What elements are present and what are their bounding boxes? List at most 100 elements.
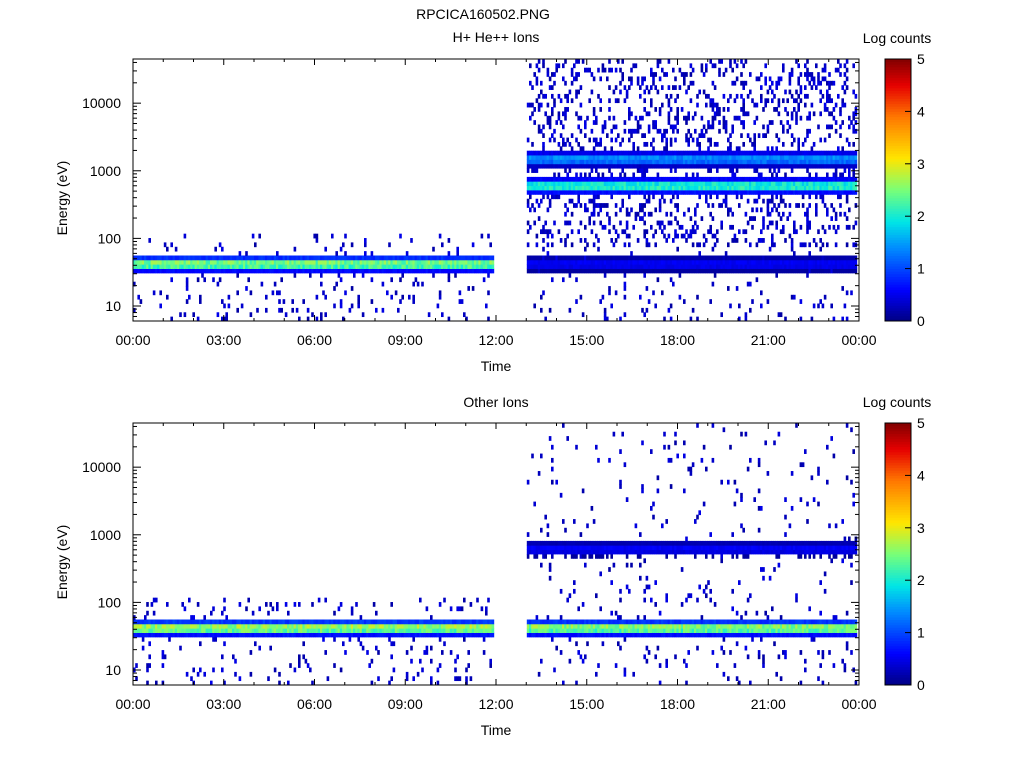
- heatmap-cell: [584, 255, 587, 261]
- heatmap-cell: [821, 67, 825, 73]
- heatmap-cell: [260, 255, 264, 261]
- heatmap-cell: [392, 641, 396, 647]
- heatmap-cell: [196, 255, 200, 261]
- heatmap-cell: [603, 155, 607, 160]
- heatmap-cell: [753, 141, 756, 147]
- heatmap-cell: [456, 676, 459, 682]
- heatmap-cell: [370, 623, 374, 629]
- heatmap-cell: [271, 606, 275, 612]
- heatmap-cell: [157, 628, 160, 633]
- heatmap-cell: [348, 632, 352, 638]
- heatmap-cell: [852, 115, 855, 121]
- heatmap-cell: [828, 85, 831, 90]
- heatmap-cell: [317, 628, 321, 633]
- heatmap-cell: [817, 155, 820, 160]
- heatmap-cell: [163, 623, 167, 629]
- heatmap-cell: [218, 277, 222, 283]
- heatmap-cell: [777, 185, 781, 191]
- heatmap-cell: [313, 619, 316, 625]
- heatmap-cell: [254, 242, 257, 248]
- heatmap-cell: [643, 176, 646, 182]
- heatmap-cell: [146, 602, 149, 607]
- heatmap-cell: [755, 242, 759, 248]
- heatmap-cell: [650, 72, 653, 77]
- heatmap-cell: [553, 220, 556, 226]
- heatmap-cell: [185, 259, 189, 265]
- heatmap-cell: [623, 155, 627, 160]
- heatmap-cell: [205, 255, 209, 261]
- heatmap-cell: [553, 137, 556, 143]
- heatmap-cell: [795, 115, 798, 121]
- heatmap-cell: [227, 259, 231, 265]
- heatmap-cell: [821, 176, 825, 182]
- heatmap-cell: [744, 312, 748, 318]
- heatmap-cell: [465, 268, 468, 274]
- heatmap-cell: [309, 272, 312, 278]
- heatmap-cell: [612, 115, 616, 121]
- heatmap-cell: [557, 264, 561, 269]
- heatmap-cell: [735, 259, 739, 265]
- heatmap-cell: [361, 632, 365, 638]
- heatmap-cell: [573, 190, 576, 195]
- heatmap-cell: [797, 76, 800, 82]
- heatmap-cell: [678, 255, 682, 261]
- heatmap-cell: [544, 93, 547, 99]
- heatmap-cell: [606, 176, 609, 182]
- heatmap-cell: [427, 619, 431, 625]
- heatmap-cell: [817, 80, 820, 86]
- colorbar-segment: [885, 313, 911, 317]
- heatmap-cell: [436, 619, 440, 625]
- heatmap-cell: [713, 141, 717, 147]
- heatmap-cell: [775, 107, 778, 112]
- heatmap-cell: [735, 163, 739, 169]
- heatmap-cell: [575, 190, 578, 195]
- heatmap-cell: [192, 255, 195, 261]
- colorbar-segment: [885, 72, 911, 76]
- heatmap-cell: [727, 259, 730, 265]
- heatmap-cell: [223, 264, 226, 269]
- heatmap-cell: [731, 255, 734, 261]
- heatmap-cell: [566, 207, 569, 213]
- heatmap-cell: [643, 107, 646, 112]
- heatmap-cell: [808, 203, 811, 208]
- heatmap-cell: [676, 181, 679, 187]
- heatmap-cell: [731, 190, 734, 195]
- heatmap-cell: [603, 146, 607, 152]
- heatmap-cell: [192, 264, 195, 269]
- heatmap-cell: [799, 150, 803, 156]
- heatmap-cell: [746, 133, 750, 138]
- heatmap-cell: [661, 102, 664, 108]
- heatmap-cell: [485, 264, 488, 269]
- heatmap-cell: [584, 207, 587, 213]
- heatmap-cell: [848, 190, 851, 195]
- heatmap-cell: [408, 268, 411, 274]
- heatmap-cell: [790, 176, 794, 182]
- heatmap-cell: [628, 85, 631, 90]
- heatmap-cell: [729, 59, 732, 64]
- heatmap-cell: [133, 623, 136, 629]
- heatmap-cell: [797, 93, 800, 99]
- heatmap-cell: [568, 89, 572, 95]
- heatmap-cell: [324, 255, 327, 261]
- heatmap-cell: [188, 632, 191, 638]
- heatmap-cell: [535, 63, 539, 69]
- heatmap-cell: [663, 190, 666, 195]
- heatmap-cell: [485, 628, 488, 633]
- heatmap-cell: [564, 176, 567, 182]
- heatmap-cell: [652, 150, 655, 156]
- colorbar-segment: [885, 271, 911, 275]
- heatmap-cell: [830, 124, 833, 130]
- heatmap-cell: [590, 190, 594, 195]
- heatmap-cell: [832, 207, 836, 213]
- heatmap-cell: [421, 255, 424, 261]
- heatmap-cell: [359, 268, 363, 274]
- heatmap-cell: [467, 628, 470, 633]
- heatmap-cell: [566, 233, 569, 239]
- heatmap-cell: [850, 259, 853, 265]
- heatmap-cell: [812, 150, 816, 156]
- heatmap-cell: [654, 176, 657, 182]
- heatmap-cell: [333, 610, 336, 616]
- heatmap-cell: [786, 255, 789, 261]
- heatmap-cell: [647, 124, 651, 130]
- heatmap-cell: [614, 150, 618, 156]
